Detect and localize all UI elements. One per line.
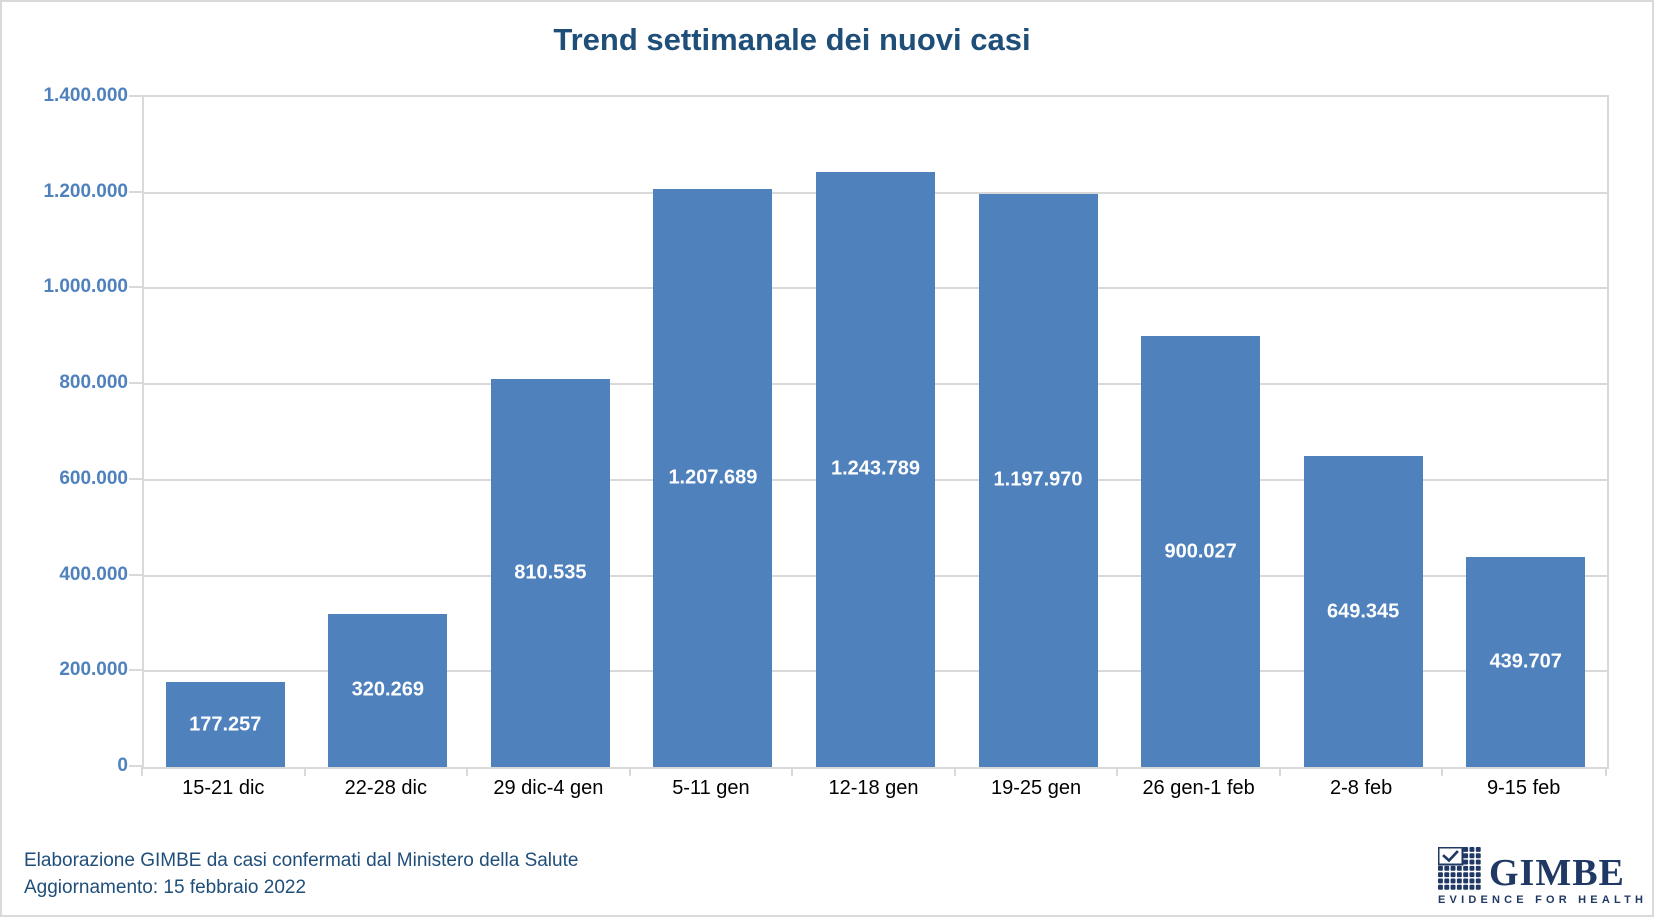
x-axis-category-label: 9-15 feb: [1487, 777, 1561, 799]
y-axis-tick-mark: [129, 95, 142, 97]
footer-update-line: Aggiornamento: 15 febbraio 2022: [24, 877, 307, 898]
bar-value-label: 1.197.970: [993, 468, 1083, 491]
y-axis-tick-label: 800.000: [59, 372, 128, 394]
y-axis-tick-label: 0: [117, 755, 128, 776]
bar-value-label: 649.345: [1327, 600, 1400, 623]
gimbe-logo-tagline: EVIDENCE FOR HEALTH: [1438, 894, 1648, 906]
x-axis-tick-mark: [1116, 767, 1119, 776]
bar-value-label: 177.257: [189, 713, 262, 736]
bar: [1466, 556, 1586, 767]
bar-value-label: 1.243.789: [831, 457, 920, 480]
x-axis-tick-mark: [791, 767, 794, 776]
bar: [1303, 456, 1423, 767]
x-axis-tick-mark: [1441, 767, 1444, 776]
bar: [816, 171, 935, 767]
x-axis-tick-mark: [953, 767, 956, 776]
x-axis-category-label: 2-8 feb: [1330, 777, 1393, 799]
y-axis-tick-label: 600.000: [59, 467, 128, 489]
gimbe-check-grid-icon: [1438, 847, 1481, 890]
x-axis-category-label: 29 dic-4 gen: [493, 777, 604, 799]
bar-value-label: 439.707: [1489, 650, 1562, 673]
footer-source-line: Elaborazione GIMBE da casi confermati da…: [24, 850, 579, 871]
x-axis-tick-mark: [141, 767, 143, 776]
y-axis-tick-mark: [129, 669, 142, 672]
bar: [328, 613, 448, 767]
x-axis-category-label: 12-18 gen: [828, 777, 919, 799]
bar-value-label: 320.269: [351, 678, 424, 701]
y-axis-tick-mark: [129, 190, 142, 193]
x-axis-tick-mark: [1278, 767, 1281, 776]
gimbe-logo: GIMBE EVIDENCE FOR HEALTH: [1438, 847, 1648, 906]
y-axis-tick-mark: [129, 573, 142, 576]
y-axis-tick-label: 1.000.000: [43, 276, 128, 298]
y-axis-tick-mark: [129, 765, 142, 767]
bar-value-label: 900.027: [1164, 540, 1237, 563]
plot-area: 177.257 320.269 810.535 1.207.689 1.243.789 1…: [142, 95, 1609, 769]
x-axis-category-label: 22-28 dic: [344, 777, 427, 799]
x-axis-category-label: 26 gen-1 feb: [1142, 777, 1255, 799]
x-axis-category-label: 5-11 gen: [672, 777, 750, 799]
y-axis-tick-label: 1.200.000: [43, 180, 128, 202]
x-axis-tick-mark: [466, 767, 469, 776]
bar: [1141, 336, 1261, 767]
bar: [490, 379, 610, 767]
x-axis-category-label: 15-21 dic: [182, 777, 265, 799]
x-axis-category-label: 19-25 gen: [991, 777, 1082, 799]
gimbe-logo-wordmark: GIMBE: [1489, 852, 1625, 894]
x-axis-tick-mark: [1605, 767, 1607, 776]
footer-note: Elaborazione GIMBE da casi confermati da…: [24, 847, 578, 901]
x-axis-tick-mark: [303, 767, 306, 776]
bar: [165, 682, 285, 767]
y-axis-tick-label: 1.400.000: [43, 85, 128, 106]
chart-title: Trend settimanale dei nuovi casi: [553, 22, 1031, 57]
bar-value-label: 810.535: [514, 561, 587, 584]
y-axis-tick-label: 400.000: [59, 563, 128, 585]
bar: [978, 193, 1098, 767]
y-axis-tick-mark: [129, 286, 142, 289]
gimbe-logo-row: GIMBE: [1438, 847, 1624, 892]
y-axis-tick-label: 200.000: [59, 659, 128, 681]
bar: [653, 189, 773, 767]
y-axis-tick-mark: [129, 382, 142, 385]
y-axis-tick-mark: [129, 477, 142, 480]
bar-value-label: 1.207.689: [668, 466, 758, 489]
x-axis-tick-mark: [628, 767, 631, 776]
